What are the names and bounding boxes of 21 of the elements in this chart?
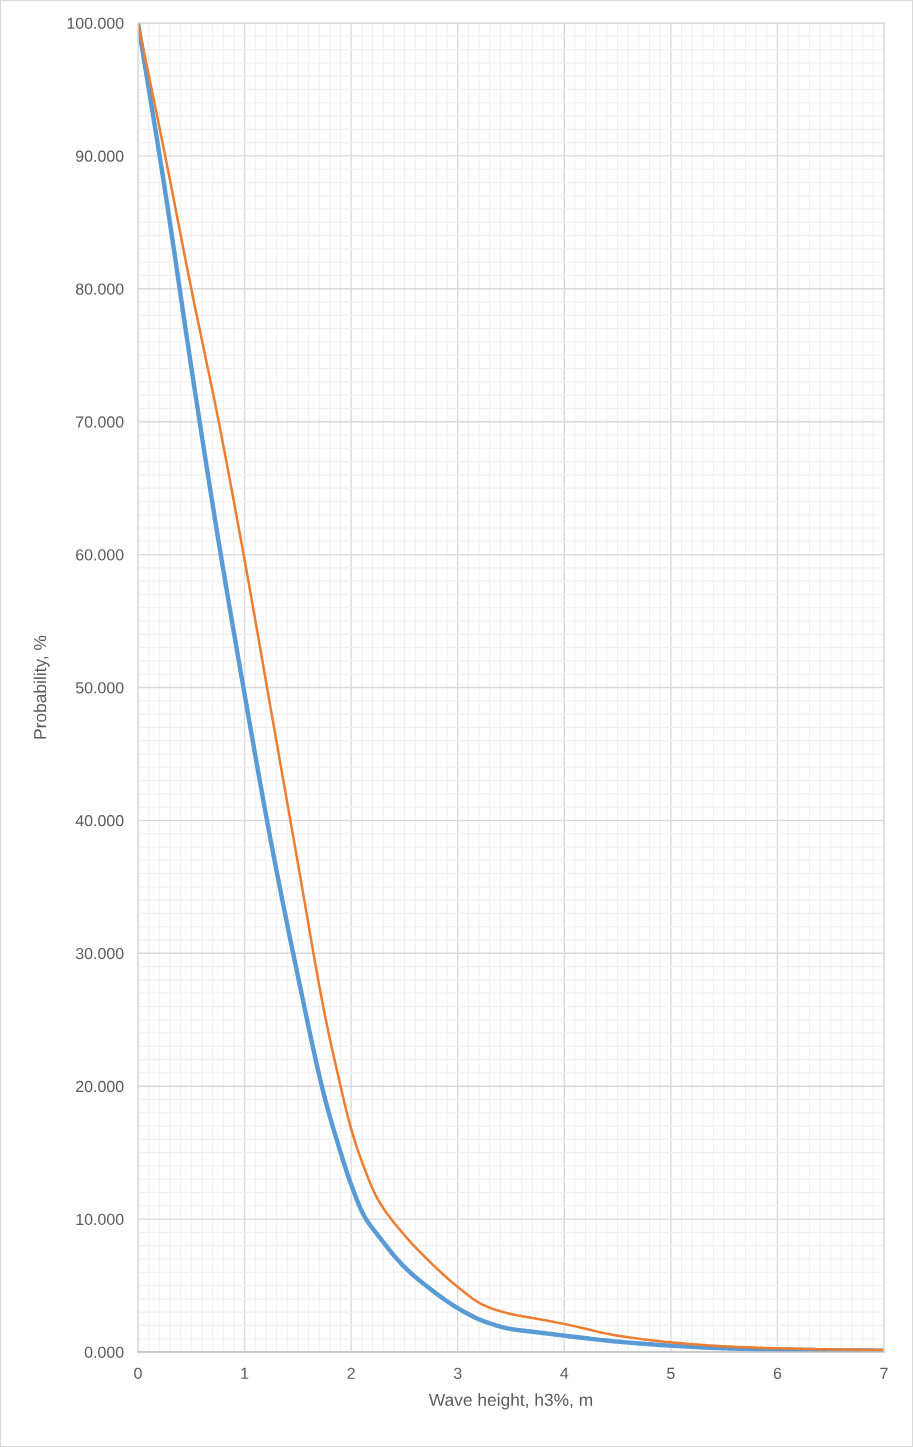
y-tick-label: 0.000 [84,1346,124,1358]
x-tick-label: 0 [134,1367,142,1380]
y-tick-label: 30.000 [75,947,124,960]
y-tick-label: 50.000 [75,682,124,694]
x-tick-label: 2 [347,1367,355,1379]
y-tick-label: 90.000 [76,150,124,162]
x-axis-title: Wave height, h3%, m [428,1393,593,1410]
y-tick-label: 60.000 [76,549,124,561]
y-tick-label: 20.000 [76,1080,124,1093]
y-tick-label: 100.000 [67,17,124,29]
x-tick-label: 3 [453,1367,462,1380]
x-tick-label: 5 [667,1367,675,1380]
y-tick-label: 10.000 [76,1213,124,1226]
x-tick-label: 1 [241,1367,249,1379]
x-tick-label: 7 [880,1367,888,1379]
x-tick-label: 6 [773,1367,782,1380]
y-tick-label: 80.000 [75,283,124,295]
x-tick-label: 4 [560,1367,569,1379]
y-tick-label: 40.000 [75,815,124,827]
y-axis-title: Probability, % [33,635,50,739]
y-tick-label: 70.000 [76,416,124,428]
